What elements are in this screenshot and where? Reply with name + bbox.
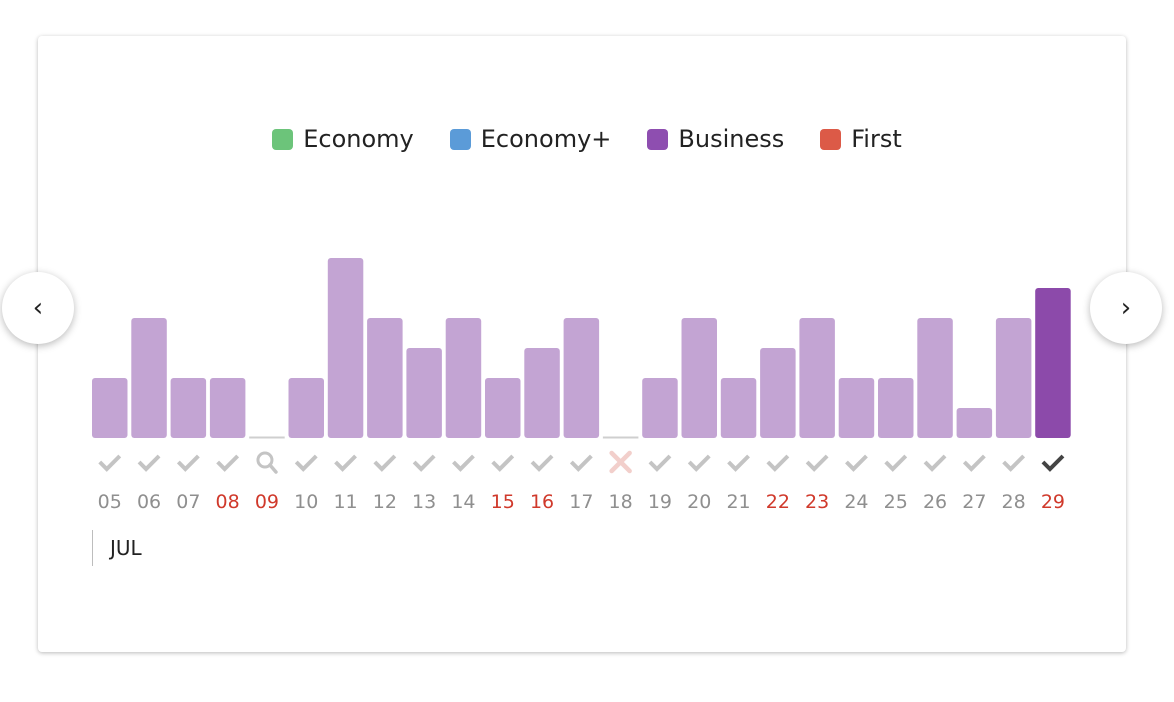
price-bar-25[interactable] — [878, 378, 914, 438]
economy-swatch — [272, 128, 294, 150]
day-label-11[interactable]: 11 — [333, 491, 357, 513]
check-icon — [727, 454, 750, 472]
check-icon — [334, 454, 357, 472]
price-bar-11[interactable] — [327, 258, 364, 438]
check-icon — [412, 454, 436, 472]
day-label-25[interactable]: 25 — [884, 491, 908, 513]
day-label-24[interactable]: 24 — [844, 491, 868, 513]
day-label-15[interactable]: 15 — [491, 491, 515, 513]
day-label-10[interactable]: 10 — [294, 491, 318, 513]
price-bar-22[interactable] — [760, 348, 796, 438]
day-label-05[interactable]: 05 — [98, 491, 122, 513]
month-label: JUL — [92, 530, 142, 566]
day-label-28[interactable]: 28 — [1002, 491, 1026, 513]
check-icon — [176, 454, 200, 472]
day-label-16[interactable]: 16 — [530, 491, 554, 513]
price-bar-17[interactable] — [563, 318, 600, 438]
price-bar-20[interactable] — [681, 318, 718, 438]
check-icon — [530, 454, 554, 472]
next-dates-button[interactable]: › — [1090, 272, 1162, 344]
economy-plus-swatch — [449, 128, 471, 150]
day-label-29[interactable]: 29 — [1041, 491, 1065, 513]
check-icon — [687, 454, 711, 472]
price-bar-27[interactable] — [956, 408, 993, 438]
price-bar-21[interactable] — [720, 378, 757, 438]
legend-label-first: First — [851, 125, 902, 153]
day-label-21[interactable]: 21 — [726, 491, 750, 513]
price-bar-08[interactable] — [209, 378, 246, 438]
search-icon — [256, 451, 274, 469]
check-icon — [137, 454, 161, 472]
day-label-20[interactable]: 20 — [687, 491, 711, 513]
legend-label-economy: Economy — [303, 125, 414, 153]
business-swatch — [647, 128, 669, 150]
day-label-19[interactable]: 19 — [648, 491, 672, 513]
legend-item-first: First — [820, 122, 902, 156]
check-icon — [805, 454, 829, 472]
unavailable-icon — [609, 450, 632, 474]
previous-dates-button[interactable]: ‹ — [2, 272, 74, 344]
price-bar-19[interactable] — [642, 378, 678, 438]
legend-item-business: Business — [647, 122, 784, 156]
price-bar-05[interactable] — [92, 378, 128, 438]
check-icon — [884, 454, 908, 472]
check-icon — [923, 454, 947, 472]
day-label-13[interactable]: 13 — [412, 491, 436, 513]
legend-label-business: Business — [678, 125, 785, 153]
day-label-07[interactable]: 07 — [176, 491, 200, 513]
check-icon — [216, 454, 240, 472]
day-label-18[interactable]: 18 — [609, 491, 633, 513]
check-icon — [962, 454, 986, 472]
chevron-left-icon: ‹ — [32, 293, 44, 323]
day-label-17[interactable]: 17 — [569, 491, 593, 513]
first-swatch — [820, 128, 842, 150]
check-icon — [845, 454, 868, 472]
check-icon — [766, 454, 790, 472]
price-bar-07[interactable] — [170, 378, 207, 438]
check-icon — [98, 454, 122, 472]
legend-item-economy-plus: Economy+ — [449, 122, 612, 156]
day-label-26[interactable]: 26 — [923, 491, 947, 513]
price-bar-13[interactable] — [406, 348, 442, 438]
legend-label-economy-plus: Economy+ — [480, 125, 612, 153]
day-label-09[interactable]: 09 — [255, 491, 279, 513]
day-label-22[interactable]: 22 — [766, 491, 790, 513]
price-bar-16[interactable] — [524, 348, 560, 438]
check-icon — [294, 454, 318, 472]
price-bar-14[interactable] — [445, 318, 482, 438]
check-icon — [373, 454, 397, 472]
price-bar-24[interactable] — [838, 378, 875, 438]
search-icon-handle — [268, 463, 278, 474]
check-icon — [569, 454, 593, 472]
check-icon — [491, 454, 515, 472]
check-icon — [648, 454, 672, 472]
price-bar-10[interactable] — [288, 378, 325, 438]
check-icon — [452, 454, 475, 472]
day-label-08[interactable]: 08 — [216, 491, 240, 513]
price-bar-23[interactable] — [799, 318, 835, 438]
day-label-06[interactable]: 06 — [137, 491, 161, 513]
price-bar-12[interactable] — [367, 318, 403, 438]
legend-item-economy: Economy — [272, 122, 414, 156]
price-bar-29[interactable] — [1035, 288, 1071, 438]
legend: Economy Economy+ Business First — [0, 122, 1174, 156]
day-label-14[interactable]: 14 — [451, 491, 475, 513]
day-label-12[interactable]: 12 — [373, 491, 397, 513]
check-icon — [1002, 454, 1026, 472]
price-bar-15[interactable] — [485, 378, 521, 438]
chevron-right-icon: › — [1120, 293, 1132, 323]
price-bar-28[interactable] — [995, 318, 1032, 438]
day-label-23[interactable]: 23 — [805, 491, 829, 513]
price-bar-06[interactable] — [131, 318, 167, 438]
day-label-27[interactable]: 27 — [962, 491, 986, 513]
check-icon — [1041, 454, 1065, 472]
price-bar-26[interactable] — [917, 318, 953, 438]
